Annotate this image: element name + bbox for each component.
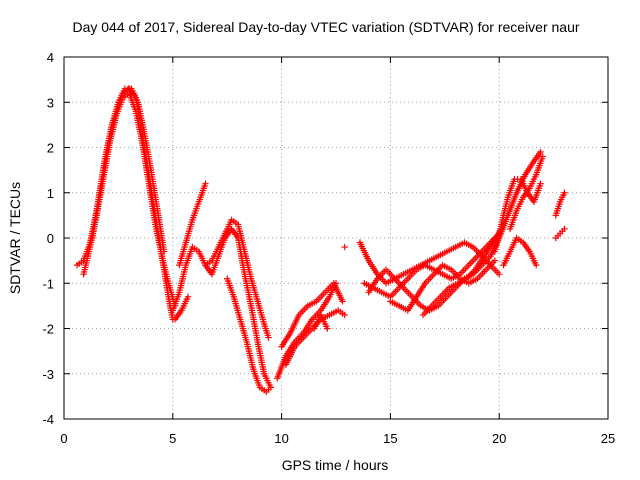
series-arc-17 — [419, 225, 505, 319]
x-tick-label: 25 — [601, 431, 615, 446]
data-point — [491, 257, 499, 264]
series-arc-22 — [552, 225, 568, 242]
series-arc-15 — [365, 148, 544, 314]
series-arc-4 — [169, 225, 274, 391]
data-point — [339, 298, 346, 305]
series-arc-12 — [311, 311, 331, 332]
series-arc-3 — [89, 85, 168, 255]
x-tick-label: 15 — [383, 431, 397, 446]
y-tick-label: 1 — [47, 186, 54, 201]
series-arc-11 — [282, 307, 348, 368]
data-point — [265, 334, 272, 341]
x-tick-label: 10 — [274, 431, 288, 446]
y-tick-label: -3 — [42, 367, 54, 382]
data-point — [160, 248, 168, 255]
y-tick-label: 3 — [47, 95, 54, 110]
series-arc-21 — [552, 189, 568, 219]
data-point — [202, 180, 209, 187]
y-tick-label: -4 — [42, 412, 54, 427]
y-tick-label: 4 — [47, 50, 54, 65]
data-point — [532, 261, 540, 269]
series-arc-10 — [278, 280, 346, 350]
data-point — [324, 325, 331, 332]
x-axis-ticks: 0 5 10 15 20 25 — [60, 57, 615, 446]
series-arc-1 — [73, 85, 176, 323]
y-tick-label: 0 — [47, 231, 54, 246]
data-point — [496, 271, 503, 278]
series-arc-5 — [176, 180, 209, 269]
data-point — [537, 148, 544, 156]
data-point — [537, 180, 544, 187]
series-arc-18 — [491, 175, 544, 255]
series-isolated — [341, 243, 348, 251]
x-tick-label: 5 — [169, 431, 176, 446]
series-arc-20 — [506, 153, 546, 233]
y-tick-label: -2 — [42, 322, 54, 337]
series-arc-6 — [202, 216, 272, 341]
data-point — [561, 225, 568, 233]
y-tick-label: -1 — [42, 276, 54, 291]
grid — [64, 57, 608, 419]
data-point — [341, 311, 348, 319]
y-axis-ticks: -4 -3 -2 -1 0 1 2 3 4 — [42, 50, 608, 427]
chart-title: Day 044 of 2017, Sidereal Day-to-day VTE… — [72, 19, 579, 35]
series-arc-7 — [224, 275, 274, 396]
series-arc-8 — [171, 293, 192, 323]
data-point — [267, 384, 274, 391]
data-points — [73, 85, 568, 396]
x-tick-label: 20 — [492, 431, 506, 446]
y-tick-label: 2 — [47, 141, 54, 156]
y-axis-label: SDTVAR / TECUs — [7, 182, 23, 294]
data-point — [561, 189, 568, 196]
data-point — [539, 153, 546, 160]
x-axis-label: GPS time / hours — [282, 457, 389, 473]
series-arc-19 — [500, 234, 540, 269]
x-tick-label: 0 — [60, 431, 67, 446]
data-point — [184, 293, 192, 301]
data-point — [341, 243, 348, 251]
